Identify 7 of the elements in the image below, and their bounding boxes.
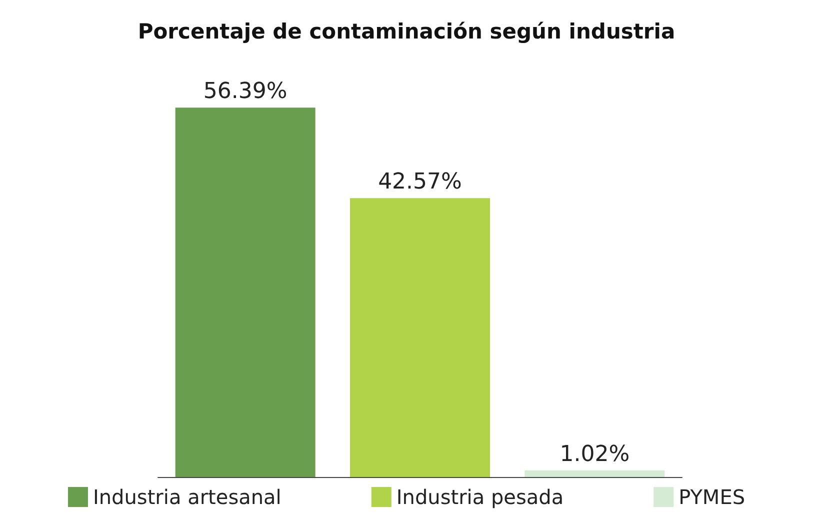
data-label: 56.39% xyxy=(203,79,288,104)
data-label: 42.57% xyxy=(378,170,462,195)
legend-label: Industria artesanal xyxy=(92,485,282,509)
legend-label: Industria pesada xyxy=(396,485,564,509)
chart-title: Porcentaje de contaminación según industria xyxy=(138,20,676,44)
legend-label: PYMES xyxy=(678,485,746,509)
data-label: 1.02% xyxy=(560,442,630,467)
